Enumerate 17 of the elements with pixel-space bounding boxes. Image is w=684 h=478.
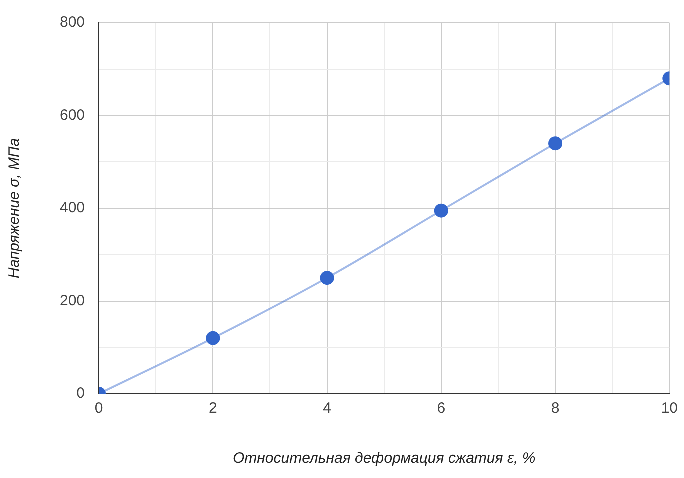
point [206, 331, 220, 346]
y-tick-label: 400 [60, 200, 86, 217]
y-tick-label: 200 [60, 292, 86, 310]
x-tick-label: 8 [551, 400, 560, 418]
point [548, 136, 563, 151]
x-tick-label: 0 [94, 400, 104, 418]
x-tick-label: 2 [208, 400, 218, 418]
y-tick-label: 800 [60, 14, 86, 32]
point [434, 204, 448, 218]
y-tick-label: 0 [76, 385, 86, 402]
x-tick-label: 4 [323, 400, 332, 418]
point [320, 271, 334, 286]
x-axis-title: Относительная деформация сжатия ε, % [232, 450, 536, 468]
x-tick-label: 10 [661, 400, 678, 418]
y-axis-title: Напряжение σ, МПа [6, 138, 24, 279]
x-tick-label: 6 [437, 400, 446, 418]
y-tick-label: 600 [60, 106, 86, 124]
